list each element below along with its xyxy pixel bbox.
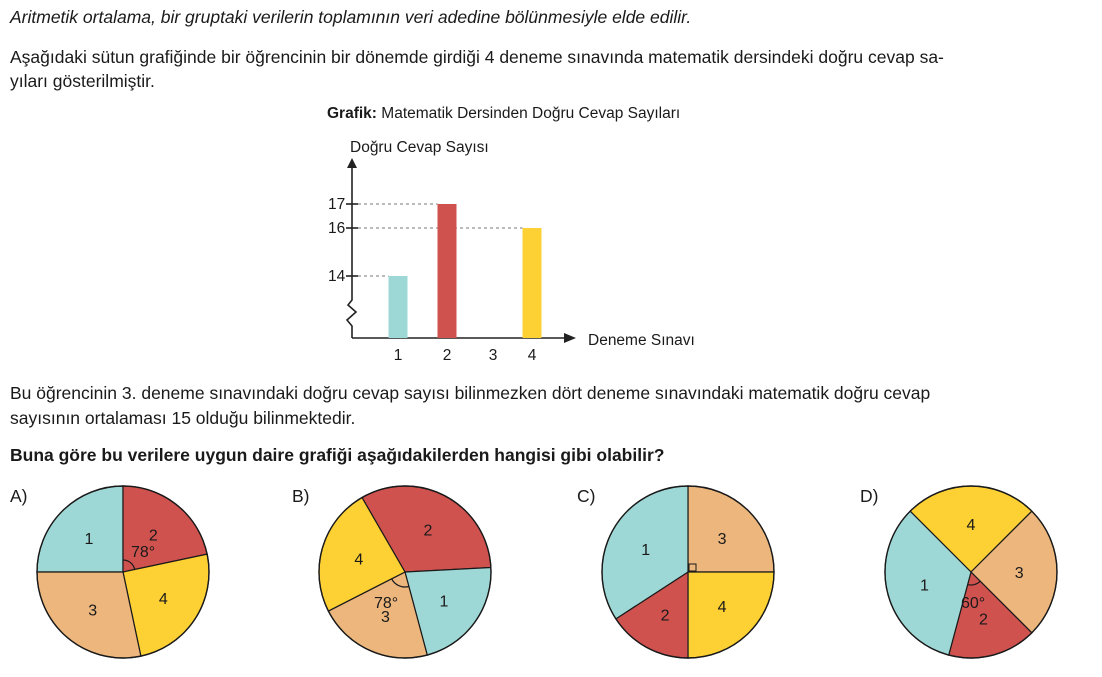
pie-chart-c[interactable]: 3 4 2 1 [598, 482, 778, 662]
slice-label: 1 [84, 531, 93, 548]
chart-title-bold: Grafik: [327, 105, 377, 122]
right-angle-mark [688, 563, 697, 572]
chart-title-rest: Matematik Dersinden Doğru Cevap Sayıları [381, 105, 681, 122]
slice-label: 1 [440, 593, 449, 610]
paragraph2-line1: Bu öğrencinin 3. deneme sınavındaki doğr… [10, 383, 931, 403]
angle-arc [391, 578, 410, 588]
slice-label: 2 [661, 607, 670, 624]
question-text: Buna göre bu verilere uygun daire grafiğ… [10, 445, 665, 465]
slice-label: 3 [88, 602, 97, 619]
pie-outline [318, 485, 492, 659]
x-tick-label: 3 [489, 347, 498, 364]
y-tick-label: 17 [328, 196, 345, 213]
pie-outline [884, 485, 1058, 659]
pie-chart-a[interactable]: 1 2 4 3 78° [33, 482, 213, 662]
paragraph1-line1: Aşağıdaki sütun grafiğinde bir öğrencini… [10, 47, 944, 67]
pie-outline [601, 485, 775, 659]
angle-arc [122, 559, 136, 570]
slice-label: 1 [920, 577, 929, 594]
angle-arc [967, 580, 981, 586]
pie-slice [687, 485, 775, 573]
bar-chart: Doğru Cevap Sayısı Deneme Sınavı 14 16 17 1 2 3… [328, 139, 695, 364]
x-axis-arrow [564, 333, 576, 343]
intro-text: Aritmetik ortalama, bir gruptaki veriler… [10, 7, 692, 27]
angle-label: 78° [374, 595, 398, 612]
y-tick-label: 14 [328, 268, 346, 285]
y-tick-label: 16 [328, 220, 345, 237]
bar [388, 276, 408, 338]
pie-chart-b[interactable]: 2 1 3 4 78° [315, 482, 495, 662]
angle-label: 60° [961, 595, 985, 612]
x-tick-label: 1 [394, 347, 403, 364]
slice-label: 3 [1015, 565, 1024, 582]
option-b-label[interactable]: B) [292, 486, 310, 506]
chart-title: Grafik: Matematik Dersinden Doğru Cevap … [327, 105, 680, 123]
x-tick-label: 4 [528, 347, 537, 364]
slice-label: 2 [979, 612, 988, 629]
option-a-label[interactable]: A) [10, 486, 28, 506]
paragraph2-line2: sayısının ortalaması 15 olduğu bilinmekt… [10, 408, 356, 428]
slice-label: 4 [159, 591, 168, 608]
pie-outline [36, 485, 210, 659]
option-c-label[interactable]: C) [577, 486, 596, 506]
y-axis [345, 160, 358, 338]
x-tick-label: 2 [443, 347, 452, 364]
slice-label: 4 [967, 517, 976, 534]
slice-label: 1 [641, 542, 650, 559]
angle-label: 78° [131, 544, 155, 561]
y-axis-arrow [347, 158, 357, 168]
bar [522, 228, 542, 338]
slice-label: 4 [354, 551, 363, 568]
pie-slice [687, 571, 775, 659]
bar [437, 204, 457, 338]
slice-label: 4 [718, 599, 727, 616]
option-d-label[interactable]: D) [860, 486, 879, 506]
y-axis-label: Doğru Cevap Sayısı [350, 139, 489, 156]
slice-label: 3 [718, 531, 727, 548]
slice-label: 2 [424, 523, 433, 540]
pie-chart-d[interactable]: 4 3 2 1 60° [881, 482, 1061, 662]
x-axis-label: Deneme Sınavı [588, 332, 695, 349]
slice-label: 3 [381, 609, 390, 626]
pie-slice [36, 485, 124, 573]
paragraph1-line2: yıları gösterilmiştir. [10, 71, 155, 91]
slice-label: 2 [149, 528, 158, 545]
